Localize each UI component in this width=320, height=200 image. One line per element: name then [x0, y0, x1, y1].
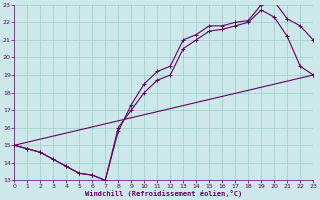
X-axis label: Windchill (Refroidissement éolien,°C): Windchill (Refroidissement éolien,°C)	[85, 190, 242, 197]
